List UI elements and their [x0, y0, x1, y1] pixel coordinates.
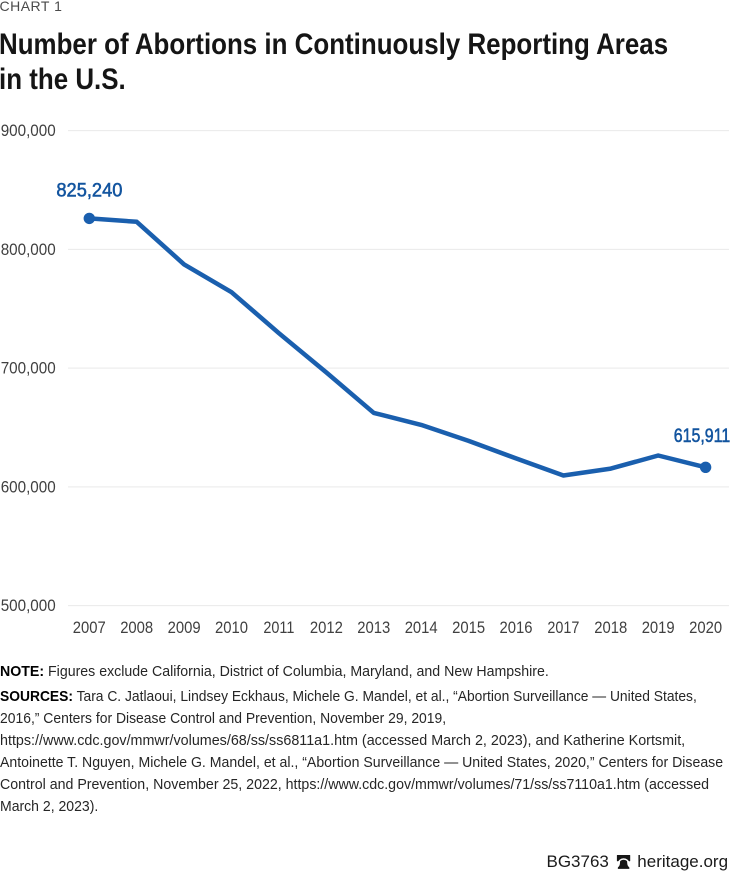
svg-text:700,000: 700,000 [1, 359, 56, 378]
svg-text:800,000: 800,000 [1, 240, 56, 259]
svg-text:2016: 2016 [500, 618, 533, 637]
svg-text:900,000: 900,000 [1, 121, 56, 140]
svg-text:2007: 2007 [73, 618, 106, 637]
svg-text:2008: 2008 [120, 618, 153, 637]
svg-text:600,000: 600,000 [1, 477, 56, 496]
svg-text:2009: 2009 [168, 618, 201, 637]
svg-text:2013: 2013 [357, 618, 390, 637]
svg-text:2014: 2014 [405, 618, 438, 637]
svg-text:615,911: 615,911 [674, 425, 731, 447]
svg-text:2018: 2018 [594, 618, 627, 637]
svg-text:2015: 2015 [452, 618, 485, 637]
svg-text:500,000: 500,000 [1, 596, 56, 615]
svg-text:2011: 2011 [263, 618, 294, 637]
svg-text:2012: 2012 [310, 618, 343, 637]
svg-text:2017: 2017 [547, 618, 579, 637]
svg-text:825,240: 825,240 [56, 179, 122, 201]
svg-text:2010: 2010 [215, 618, 248, 637]
svg-text:2019: 2019 [642, 618, 675, 637]
svg-text:2020: 2020 [689, 618, 722, 637]
